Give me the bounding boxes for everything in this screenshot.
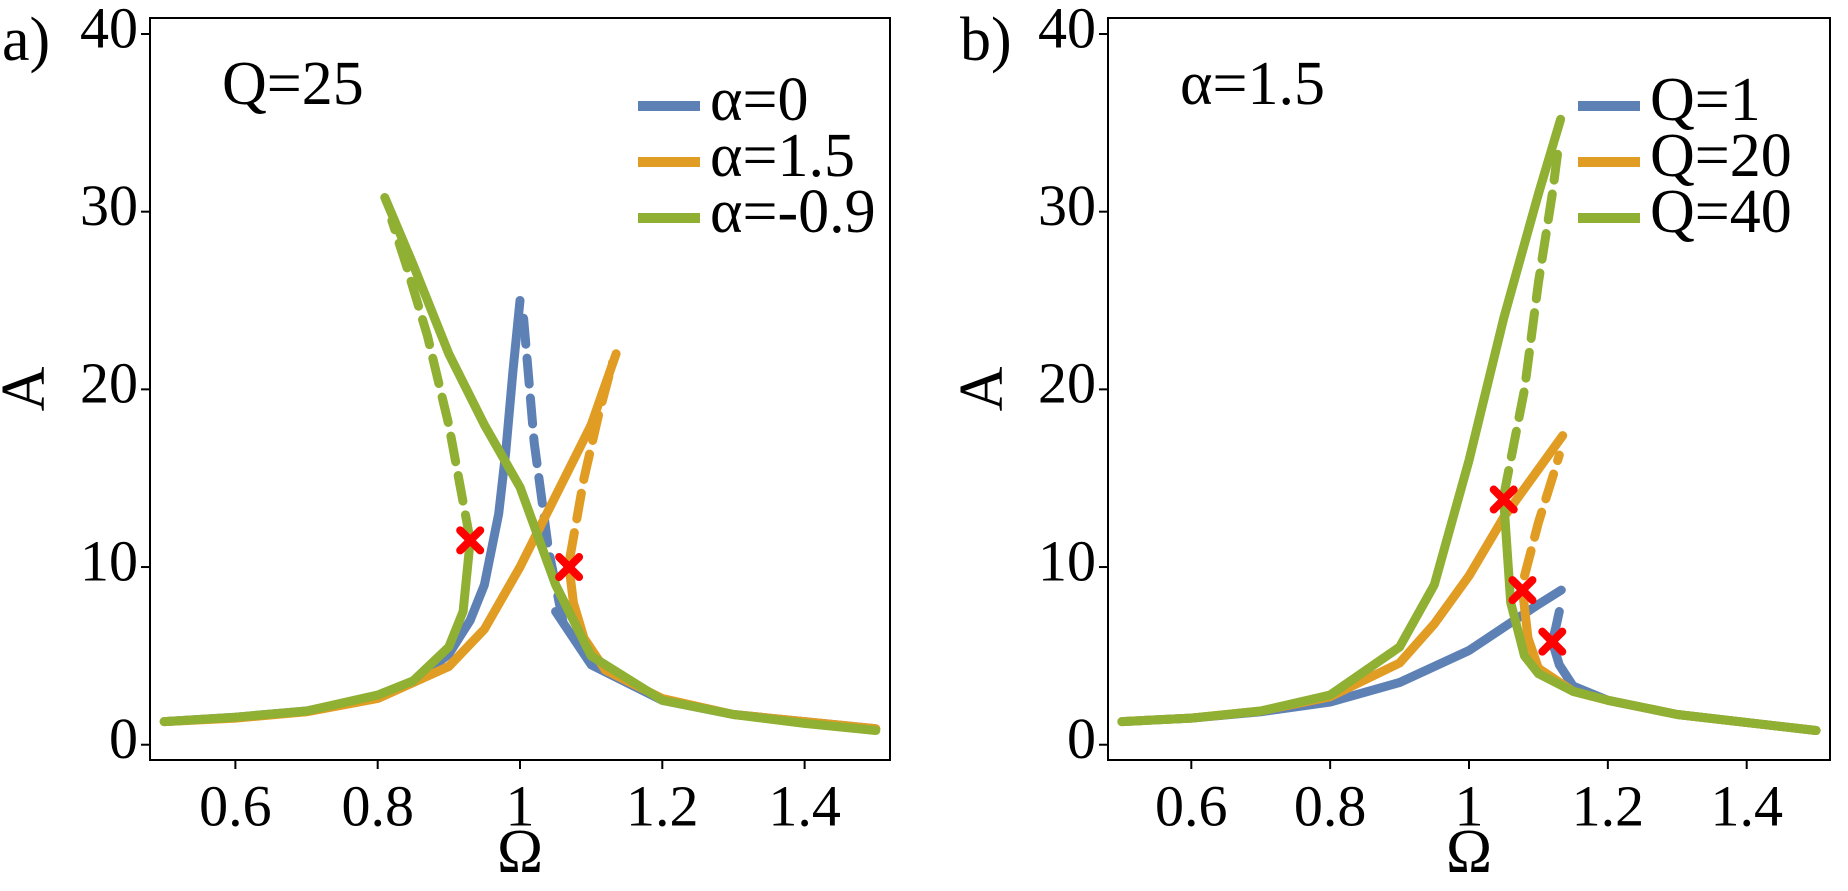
legend-label: α=0	[710, 66, 808, 134]
solid-line	[159, 296, 881, 734]
y-tick-label: 30	[1038, 173, 1096, 238]
y-tick-label: 0	[1067, 706, 1096, 771]
bifurcation-marker	[555, 553, 584, 582]
y-tick-label: 20	[80, 351, 138, 416]
y-tick-label: 40	[80, 0, 138, 60]
bifurcation-marker	[1508, 576, 1537, 605]
x-axis-label: Ω	[1446, 818, 1492, 886]
x-tick-label: 1.4	[1710, 773, 1783, 838]
legend-label: Q=1	[1650, 66, 1761, 134]
x-tick-label: 0.8	[1294, 773, 1367, 838]
x-tick-label: 1.4	[768, 773, 841, 838]
y-tick-label: 0	[109, 706, 138, 771]
solid-line	[1117, 431, 1821, 735]
y-axis-label: A	[0, 366, 58, 411]
legend-label: α=-0.9	[710, 178, 876, 246]
y-tick-label: 40	[1038, 0, 1096, 60]
x-tick-label: 0.6	[199, 773, 272, 838]
x-tick-label: 0.8	[341, 773, 414, 838]
x-tick-label: 1.2	[1572, 773, 1645, 838]
y-tick-label: 10	[80, 528, 138, 593]
dashed-line	[1520, 450, 1564, 581]
dashed-line	[387, 216, 475, 545]
panel-label: a)	[2, 6, 50, 74]
y-tick-label: 30	[80, 173, 138, 238]
legend-label: Q=40	[1650, 178, 1792, 246]
y-axis-label: A	[948, 366, 1016, 411]
solid-line	[1117, 114, 1821, 735]
bifurcation-marker	[456, 526, 485, 555]
x-tick-label: 1	[1455, 773, 1484, 838]
bifurcation-marker	[1489, 485, 1518, 514]
x-tick-label: 1.2	[626, 773, 699, 838]
y-tick-label: 20	[1038, 351, 1096, 416]
annotation: α=1.5	[1180, 50, 1325, 118]
solid-line	[159, 349, 881, 734]
x-tick-label: 1	[506, 773, 535, 838]
x-tick-label: 0.6	[1155, 773, 1228, 838]
x-axis-label: Ω	[497, 818, 543, 886]
y-tick-label: 10	[1038, 528, 1096, 593]
dashed-line	[1499, 136, 1564, 501]
solid-line	[1117, 585, 1821, 735]
solid-line	[159, 193, 881, 735]
legend-label: α=1.5	[710, 122, 855, 190]
bifurcation-marker	[1538, 627, 1567, 656]
panel-label: b)	[960, 6, 1012, 74]
legend-label: Q=20	[1650, 122, 1792, 190]
annotation: Q=25	[222, 50, 364, 118]
